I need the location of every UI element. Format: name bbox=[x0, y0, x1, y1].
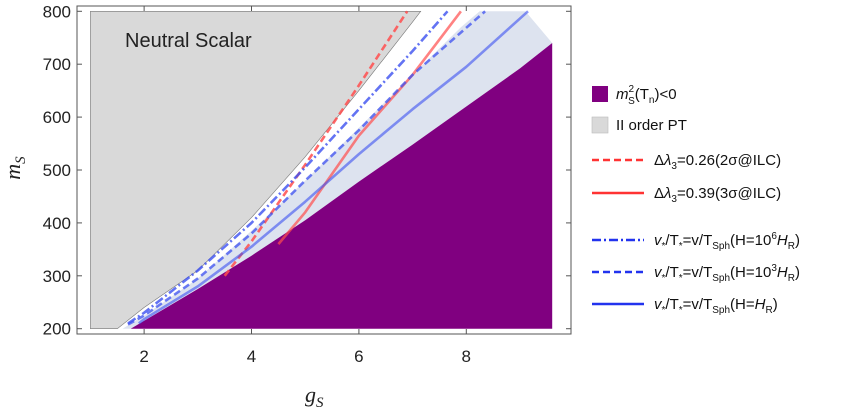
legend-label-dl026: Δλ3=0.26(2σ@ILC) bbox=[654, 152, 781, 172]
region-light-blue bbox=[122, 11, 553, 329]
chart-regions bbox=[90, 11, 553, 329]
y-tick-label: 700 bbox=[43, 55, 71, 74]
y-tick-label: 400 bbox=[43, 214, 71, 233]
series-h6 bbox=[127, 10, 449, 325]
region-second-order-pt bbox=[90, 11, 422, 329]
legend-label-tachyonic: m2 S(Tn)<0 bbox=[616, 84, 677, 107]
y-tick-label: 200 bbox=[43, 320, 71, 339]
legend-label-second-order: II order PT bbox=[616, 117, 687, 134]
legend-label-h6: v*/T*=v/TSph(H=106HR) bbox=[654, 231, 800, 252]
legend-swatch-tachyonic bbox=[592, 86, 608, 102]
legend-swatch-second-order bbox=[591, 116, 609, 134]
chart-annotation: Neutral Scalar bbox=[125, 30, 252, 52]
x-tick-label: 2 bbox=[139, 347, 148, 366]
series-dl026 bbox=[223, 10, 409, 277]
y-tick-label: 500 bbox=[43, 161, 71, 180]
y-tick-label: 800 bbox=[43, 2, 71, 21]
series-hr bbox=[137, 10, 529, 325]
x-tick-label: 8 bbox=[462, 347, 471, 366]
legend-label-dl039: Δλ3=0.39(3σ@ILC) bbox=[654, 185, 781, 205]
region-tachyonic bbox=[130, 43, 553, 329]
x-axis-label: gS bbox=[305, 382, 324, 409]
x-tick-label: 4 bbox=[247, 347, 256, 366]
legend: m2 S(Tn)<0 II order PT Δλ3=0.26(2σ@ILC) Δ… bbox=[591, 84, 800, 316]
chart-lines bbox=[127, 10, 529, 326]
y-axis-label: mS bbox=[0, 156, 29, 180]
x-tick-label: 6 bbox=[354, 347, 363, 366]
legend-label-h3: v*/T*=v/TSph(H=103HR) bbox=[654, 263, 800, 284]
y-tick-label: 300 bbox=[43, 267, 71, 286]
series-h3 bbox=[127, 10, 486, 326]
legend-label-hr: v*/T*=v/TSph(H=HR) bbox=[654, 296, 778, 316]
axis-ticks: 2 4 6 8 200 300 400 500 600 700 800 bbox=[43, 2, 571, 366]
y-tick-label: 600 bbox=[43, 108, 71, 127]
series-dl039 bbox=[277, 10, 462, 245]
